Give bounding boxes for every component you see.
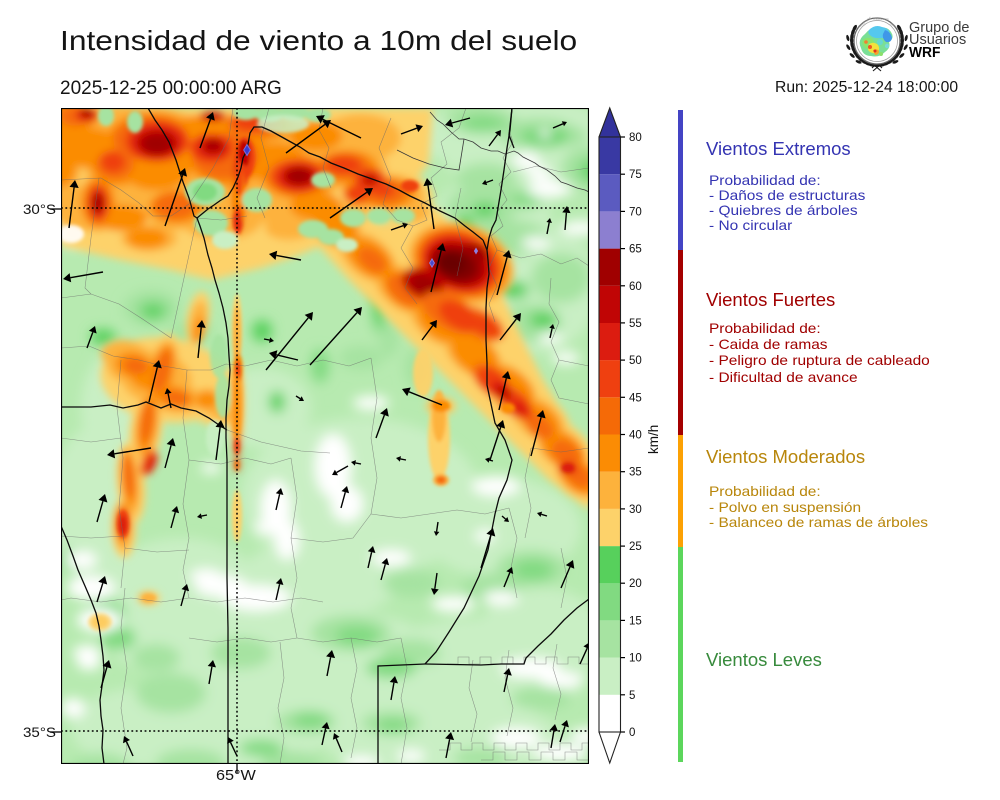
svg-text:USUARIOS: USUARIOS (873, 17, 889, 22)
svg-text:45: 45 (629, 392, 642, 404)
svg-text:70: 70 (629, 206, 642, 218)
svg-text:15: 15 (629, 615, 642, 627)
svg-text:30: 30 (629, 504, 642, 516)
svg-text:50: 50 (629, 355, 642, 367)
svg-text:km/h: km/h (646, 425, 661, 454)
svg-text:40: 40 (629, 430, 642, 442)
svg-text:20: 20 (629, 578, 642, 590)
svg-text:65: 65 (629, 244, 642, 256)
svg-text:25: 25 (629, 541, 642, 553)
svg-text:WRF: WRF (889, 22, 897, 29)
svg-text:35: 35 (629, 467, 642, 479)
svg-text:55: 55 (629, 318, 642, 330)
svg-text:5: 5 (629, 690, 635, 702)
svg-text:80: 80 (629, 132, 642, 144)
svg-text:0: 0 (629, 727, 635, 739)
svg-text:10: 10 (629, 653, 642, 665)
svg-text:60: 60 (629, 281, 642, 293)
svg-text:75: 75 (629, 169, 642, 181)
